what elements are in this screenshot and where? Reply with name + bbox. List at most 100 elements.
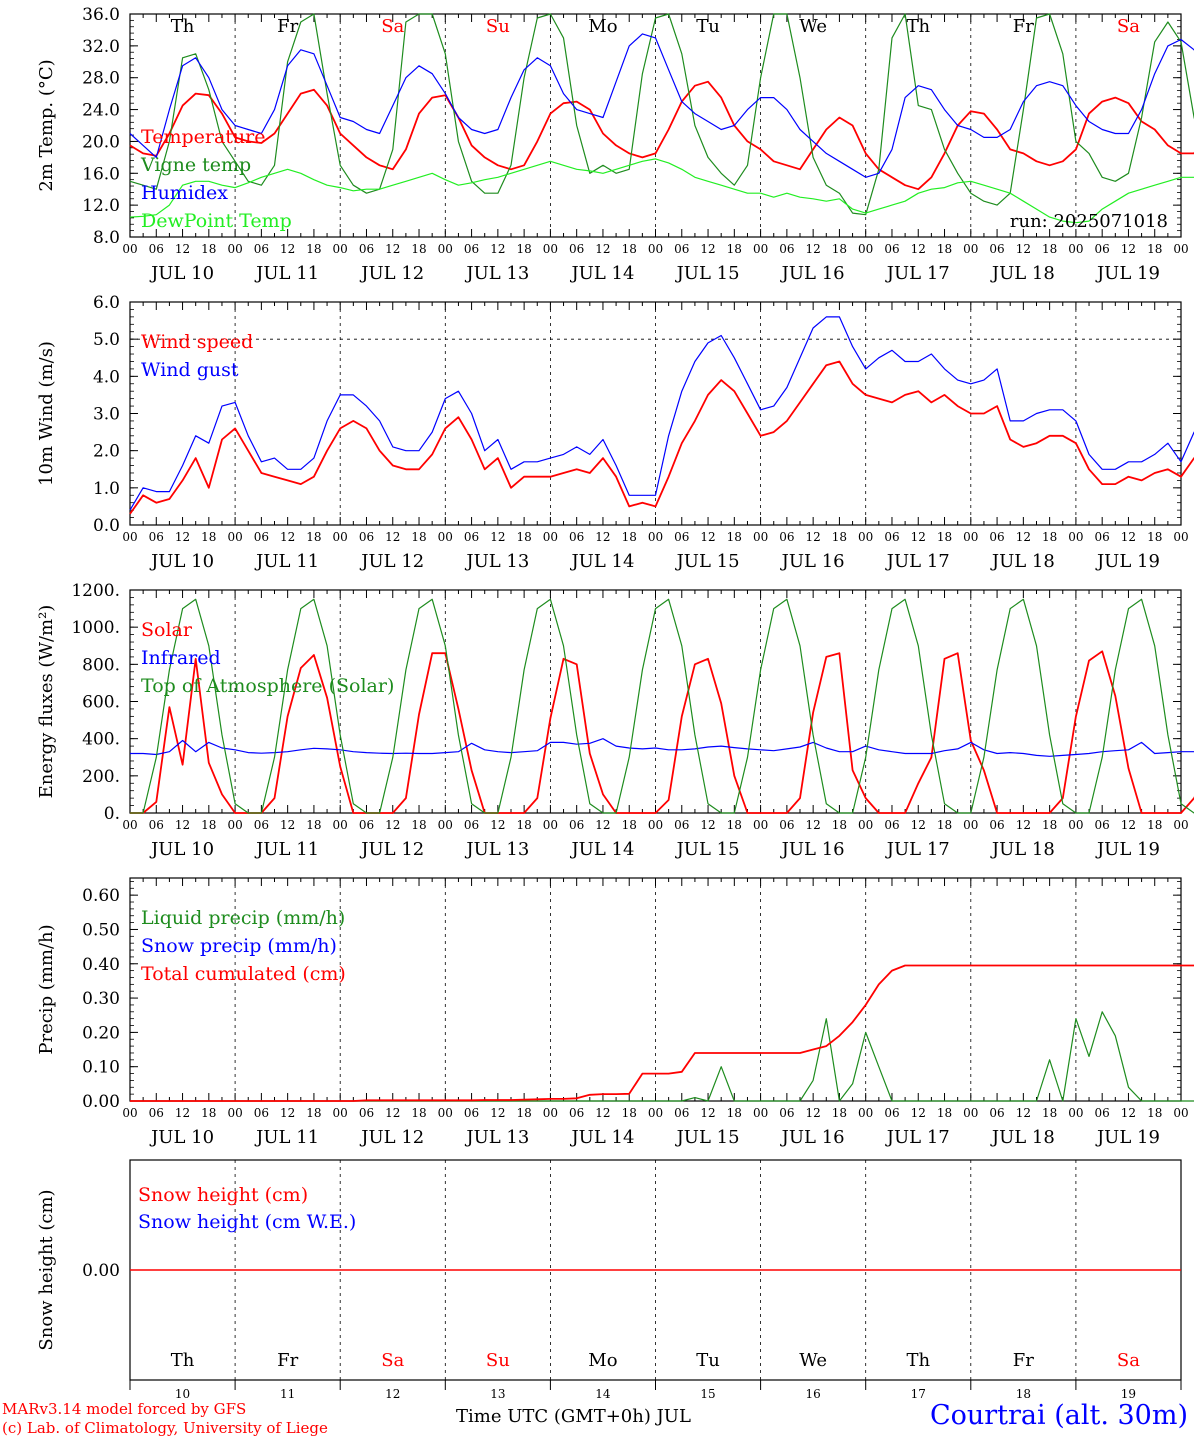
wind-gust-line bbox=[129, 316, 1194, 511]
vigne-temp-line bbox=[129, 13, 1194, 216]
date-label: JUL 10 bbox=[149, 1127, 214, 1148]
legend-entry: DewPoint Temp bbox=[141, 210, 292, 232]
hour-tick-label: 00 bbox=[543, 1106, 558, 1120]
hour-tick-label: 00 bbox=[963, 242, 978, 256]
hour-tick-label: 18 bbox=[832, 818, 847, 832]
y-tick-label: 600. bbox=[82, 693, 120, 713]
hour-tick-label: 06 bbox=[254, 1106, 269, 1120]
weekday-label: Su bbox=[486, 16, 510, 37]
hour-tick-label: 00 bbox=[753, 530, 768, 544]
y-tick-label: 12.0 bbox=[82, 196, 120, 216]
hour-tick-label: 00 bbox=[543, 818, 558, 832]
hour-tick-label: 12 bbox=[1016, 1106, 1031, 1120]
hour-tick-label: 12 bbox=[700, 242, 715, 256]
date-label: JUL 13 bbox=[464, 551, 529, 572]
run-label: run: 2025071018 bbox=[1010, 211, 1168, 232]
hour-tick-label: 12 bbox=[385, 530, 400, 544]
hour-tick-label: 12 bbox=[280, 530, 295, 544]
total-cumulated-cm-line bbox=[130, 964, 1194, 1102]
y-tick-label: 1.0 bbox=[93, 479, 120, 499]
hour-tick-label: 00 bbox=[227, 1106, 242, 1120]
day-number-label: 18 bbox=[1016, 1387, 1031, 1401]
energy-panel: 0. 200. 400. 600. 800. 1000. 1200. Energy fluxe… bbox=[36, 581, 1194, 860]
day-number-label: 11 bbox=[280, 1387, 295, 1401]
hour-tick-label: 06 bbox=[779, 242, 794, 256]
hour-tick-label: 18 bbox=[201, 1106, 216, 1120]
y-tick-label: 800. bbox=[82, 655, 120, 675]
date-label: JUL 15 bbox=[675, 551, 740, 572]
hour-tick-label: 00 bbox=[333, 818, 348, 832]
hour-tick-label: 18 bbox=[411, 818, 426, 832]
hour-tick-label: 12 bbox=[490, 530, 505, 544]
hour-tick-label: 18 bbox=[832, 1106, 847, 1120]
liquid-precip-mm-h-line bbox=[130, 1011, 1194, 1102]
hour-tick-label: 12 bbox=[1121, 1106, 1136, 1120]
hour-tick-label: 18 bbox=[516, 818, 531, 832]
legend-entry: Infrared bbox=[141, 647, 221, 669]
hour-tick-label: 18 bbox=[622, 1106, 637, 1120]
humidex-line bbox=[129, 33, 1194, 178]
copyright-credit: (c) Lab. of Climatology, University of L… bbox=[2, 1419, 328, 1437]
hour-tick-label: 00 bbox=[753, 818, 768, 832]
hour-tick-label: 12 bbox=[1016, 530, 1031, 544]
x-axis-title: Time UTC (GMT+0h) JUL bbox=[456, 1406, 691, 1427]
station-name: Courtrai (alt. 30m) bbox=[929, 1400, 1188, 1431]
hour-tick-label: 00 bbox=[543, 242, 558, 256]
hour-tick-label: 06 bbox=[884, 1106, 899, 1120]
y-axis-label: 2m Temp. (°C) bbox=[36, 59, 57, 191]
hour-tick-label: 00 bbox=[227, 530, 242, 544]
hour-tick-label: 18 bbox=[937, 530, 952, 544]
hour-tick-label: 00 bbox=[858, 530, 873, 544]
date-label: JUL 16 bbox=[780, 551, 845, 572]
day-number-label: 16 bbox=[806, 1387, 821, 1401]
hour-tick-label: 12 bbox=[806, 530, 821, 544]
hour-tick-label: 00 bbox=[1173, 242, 1188, 256]
hour-tick-label: 18 bbox=[832, 530, 847, 544]
hour-tick-label: 18 bbox=[306, 1106, 321, 1120]
temperature-line bbox=[129, 80, 1194, 191]
y-axis-label: Energy fluxes (W/m²) bbox=[36, 605, 57, 799]
legend-entry: Snow precip (mm/h) bbox=[141, 935, 337, 957]
hour-tick-label: 18 bbox=[937, 242, 952, 256]
date-label: JUL 16 bbox=[780, 1127, 845, 1148]
hour-tick-label: 12 bbox=[1121, 530, 1136, 544]
day-number-label: 15 bbox=[700, 1387, 715, 1401]
hour-tick-label: 06 bbox=[1095, 242, 1110, 256]
hour-tick-label: 00 bbox=[963, 530, 978, 544]
hour-tick-label: 12 bbox=[385, 1106, 400, 1120]
weekday-label: Su bbox=[486, 1350, 510, 1371]
hour-tick-label: 18 bbox=[1042, 242, 1057, 256]
hour-tick-label: 12 bbox=[1121, 818, 1136, 832]
hour-tick-label: 06 bbox=[464, 1106, 479, 1120]
hour-tick-label: 00 bbox=[1068, 530, 1083, 544]
hour-tick-label: 12 bbox=[1016, 818, 1031, 832]
hour-tick-label: 18 bbox=[1042, 818, 1057, 832]
date-label: JUL 12 bbox=[359, 263, 424, 284]
y-tick-label: 16.0 bbox=[82, 164, 120, 184]
hour-tick-label: 12 bbox=[1121, 242, 1136, 256]
weekday-label: Mo bbox=[588, 16, 617, 37]
date-label: JUL 19 bbox=[1095, 551, 1160, 572]
y-tick-label: 0.50 bbox=[82, 920, 120, 940]
weekday-label: Fr bbox=[277, 1350, 298, 1371]
date-label: JUL 18 bbox=[990, 839, 1055, 860]
hour-tick-label: 12 bbox=[911, 818, 926, 832]
y-tick-label: 1200. bbox=[71, 581, 120, 601]
date-label: JUL 15 bbox=[675, 263, 740, 284]
y-axis-label: Snow height (cm) bbox=[36, 1189, 57, 1350]
hour-tick-label: 00 bbox=[963, 1106, 978, 1120]
date-label: JUL 19 bbox=[1095, 263, 1160, 284]
hour-tick-label: 12 bbox=[595, 1106, 610, 1120]
date-label: JUL 14 bbox=[569, 263, 634, 284]
y-tick-label: 0.30 bbox=[82, 989, 120, 1009]
hour-tick-label: 18 bbox=[727, 818, 742, 832]
weekday-label: Sa bbox=[1117, 16, 1140, 37]
date-label: JUL 12 bbox=[359, 1127, 424, 1148]
y-tick-label: 0.40 bbox=[82, 955, 120, 975]
date-label: JUL 11 bbox=[254, 1127, 319, 1148]
y-tick-label: 28.0 bbox=[82, 69, 120, 89]
hour-tick-label: 12 bbox=[700, 1106, 715, 1120]
hour-tick-label: 12 bbox=[911, 1106, 926, 1120]
y-tick-label: 5.0 bbox=[93, 330, 120, 350]
hour-tick-label: 00 bbox=[333, 242, 348, 256]
